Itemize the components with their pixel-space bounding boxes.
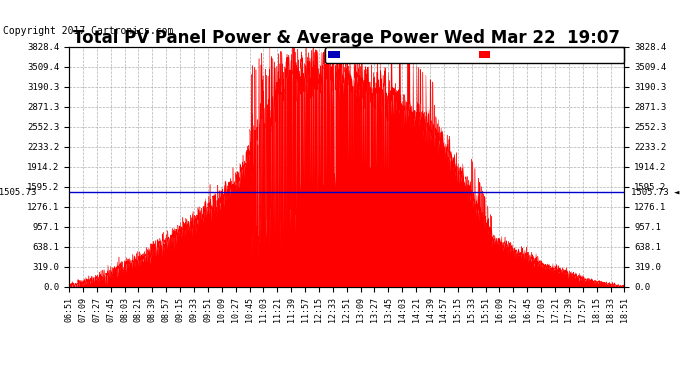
Legend: Average  (DC Watts), PV Panels  (DC Watts): Average (DC Watts), PV Panels (DC Watts) — [325, 47, 624, 63]
Text: ▶ 1505.73: ▶ 1505.73 — [0, 188, 37, 197]
Text: 1505.73 ◄: 1505.73 ◄ — [631, 188, 680, 197]
Text: Copyright 2017 Cartronics.com: Copyright 2017 Cartronics.com — [3, 26, 174, 36]
Title: Total PV Panel Power & Average Power Wed Mar 22  19:07: Total PV Panel Power & Average Power Wed… — [73, 29, 620, 47]
